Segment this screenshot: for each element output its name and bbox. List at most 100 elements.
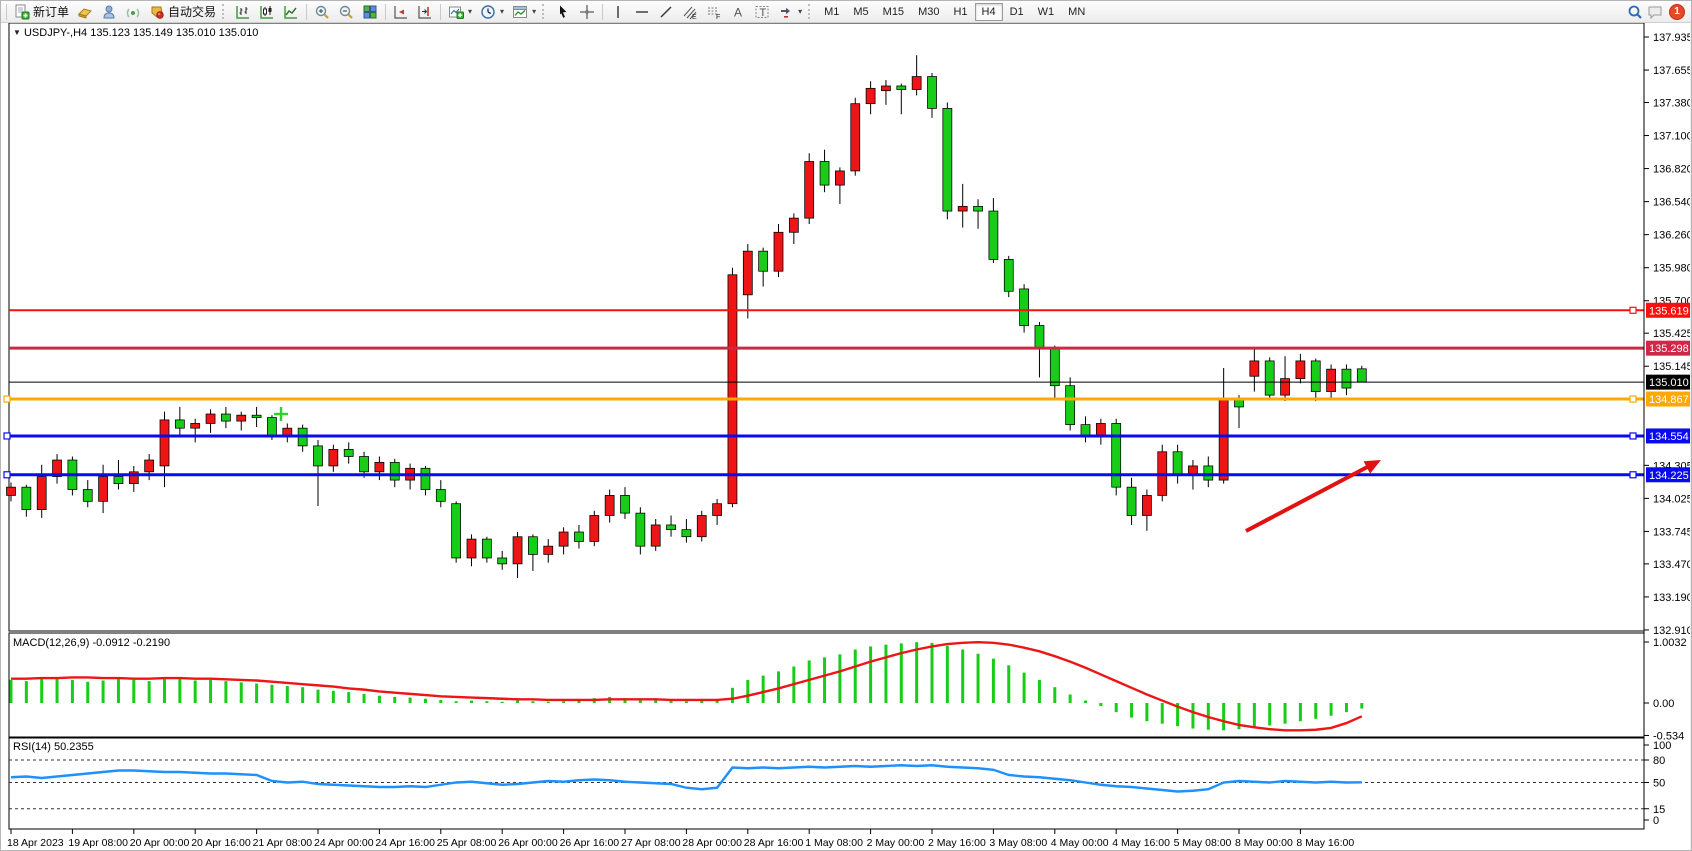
price-tick-label: 136.820 [1653,164,1692,176]
candle-up [850,103,861,172]
line-handle[interactable] [1629,432,1637,440]
candle-down [221,413,231,422]
time-tick-label: 28 Apr 16:00 [744,837,804,849]
timeframe-d1[interactable]: D1 [1009,5,1024,18]
timeframe-h4[interactable]: H4 [974,2,1003,21]
timeframe-w1[interactable]: W1 [1037,5,1055,18]
macd-panel[interactable] [8,632,1645,738]
search-icon[interactable] [1627,4,1643,20]
bar-chart-icon [236,5,250,19]
candle-up [911,76,922,90]
timeframe-mn[interactable]: MN [1068,5,1086,18]
zoom-out-icon [339,5,353,19]
auto-scroll-icon [394,5,408,19]
candle-up [865,87,876,105]
timeframe-m1[interactable]: M1 [824,5,840,18]
auto-trading-icon [151,6,164,19]
channel-tool-button[interactable]: E [678,1,702,23]
profile-button[interactable] [97,1,121,23]
timeframe-m5[interactable]: M5 [853,5,869,18]
candle-up [144,459,155,473]
horizontal-line-tool-button[interactable] [630,1,654,23]
line-handle[interactable] [1629,471,1637,479]
time-tick-label: 5 May 08:00 [1174,837,1232,849]
time-tick-label: 1 May 08:00 [805,837,863,849]
tile-windows-button[interactable] [358,1,382,23]
signal-icon [126,8,140,17]
periods-button[interactable]: ▾ [476,1,508,23]
candle-up [1295,360,1306,379]
price-line-label-box [1646,391,1690,407]
candle-down [528,536,538,555]
time-tick-label: 24 Apr 00:00 [314,837,374,849]
main-chart-panel[interactable] [8,22,1645,632]
candle-down [819,161,830,186]
candle-up [589,515,600,542]
toolbar-grip[interactable] [542,4,547,19]
line-handle[interactable] [1629,395,1637,403]
rsi-name: RSI(14) [13,741,51,753]
timeframe-h1[interactable]: H1 [953,5,968,18]
arrows-tool-button[interactable]: ▾ [774,1,806,23]
rsi-axis-label: 80 [1653,755,1665,767]
timeframe-m15[interactable]: M15 [882,5,905,18]
candle-up [957,205,968,212]
signal-button[interactable] [121,1,145,23]
zoom-in-button[interactable] [310,1,334,23]
toolbar-grip[interactable] [222,4,227,19]
templates-button[interactable]: ▾ [508,1,540,23]
chart-dropdown-icon[interactable]: ▼ [13,28,21,37]
zoom-out-button[interactable] [334,1,358,23]
toolbar-separator [306,3,308,20]
price-axis[interactable]: 137.935 137.655 137.380 137.100 136.820 136.5… [1643,23,1692,829]
crosshair-tool-button[interactable] [575,1,599,23]
auto-scroll-button[interactable] [389,1,413,23]
time-tick-label: 2 May 16:00 [928,837,986,849]
line-chart-button[interactable] [279,1,303,23]
indicators-button[interactable]: ▾ [444,1,476,23]
chart-canvas[interactable]: 137.935 137.655 137.380 137.100 136.820 136.5… [1,22,1692,851]
macd-values: -0.0912 -0.2190 [92,637,171,649]
rsi-axis-label: 50 [1653,778,1665,790]
price-line-label: 134.867 [1649,394,1689,406]
text-label-tool-button[interactable]: T [750,1,774,23]
line-handle[interactable] [3,395,11,403]
candle-down [497,557,508,565]
chart-region: 137.935 137.655 137.380 137.100 136.820 136.5… [1,22,1692,851]
time-tick-label: 26 Apr 00:00 [498,837,558,849]
tile-windows-icon [363,5,377,18]
auto-trading-button[interactable]: 自动交易 [145,1,220,23]
vertical-line-tool-button[interactable] [606,1,630,23]
time-tick-label: 18 Apr 2023 [7,837,64,849]
candle-down [451,503,462,559]
new-order-button[interactable]: 新订单 [10,1,73,23]
toolbar-grip[interactable] [808,4,813,19]
macd-layer [9,640,1364,732]
fibonacci-icon: F [708,7,720,20]
candle-down [1126,486,1137,516]
timeframe-m30[interactable]: M30 [918,5,940,18]
bar-chart-button[interactable] [231,1,255,23]
price-tick-label: 136.540 [1653,197,1692,209]
line-handle[interactable] [1629,306,1637,314]
rsi-panel[interactable] [8,737,1645,830]
candle-down [988,210,999,260]
cursor-tool-button[interactable] [551,1,575,23]
market-watch-button[interactable] [73,1,97,23]
line-handle[interactable] [3,471,11,479]
equidistant-channel-icon: E [683,6,697,20]
chart-shift-button[interactable] [413,1,437,23]
fibonacci-tool-button[interactable]: F [702,1,726,23]
trend-arrow[interactable] [1245,462,1374,533]
price-tick-label: 133.470 [1653,559,1692,571]
line-handle[interactable] [3,432,11,440]
chat-icon[interactable] [1647,4,1665,20]
trend-arrow-head[interactable] [1363,460,1381,474]
candle-down [1003,259,1014,292]
time-axis[interactable]: 18 Apr 2023 19 Apr 08:00 20 Apr 00:00 20 Ap… [7,829,1354,849]
text-tool-button[interactable]: A [726,1,750,23]
candlestick-chart-button[interactable] [255,1,279,23]
notification-badge[interactable]: 1 [1669,3,1685,20]
indicators-icon [449,6,465,19]
trendline-tool-button[interactable] [654,1,678,23]
